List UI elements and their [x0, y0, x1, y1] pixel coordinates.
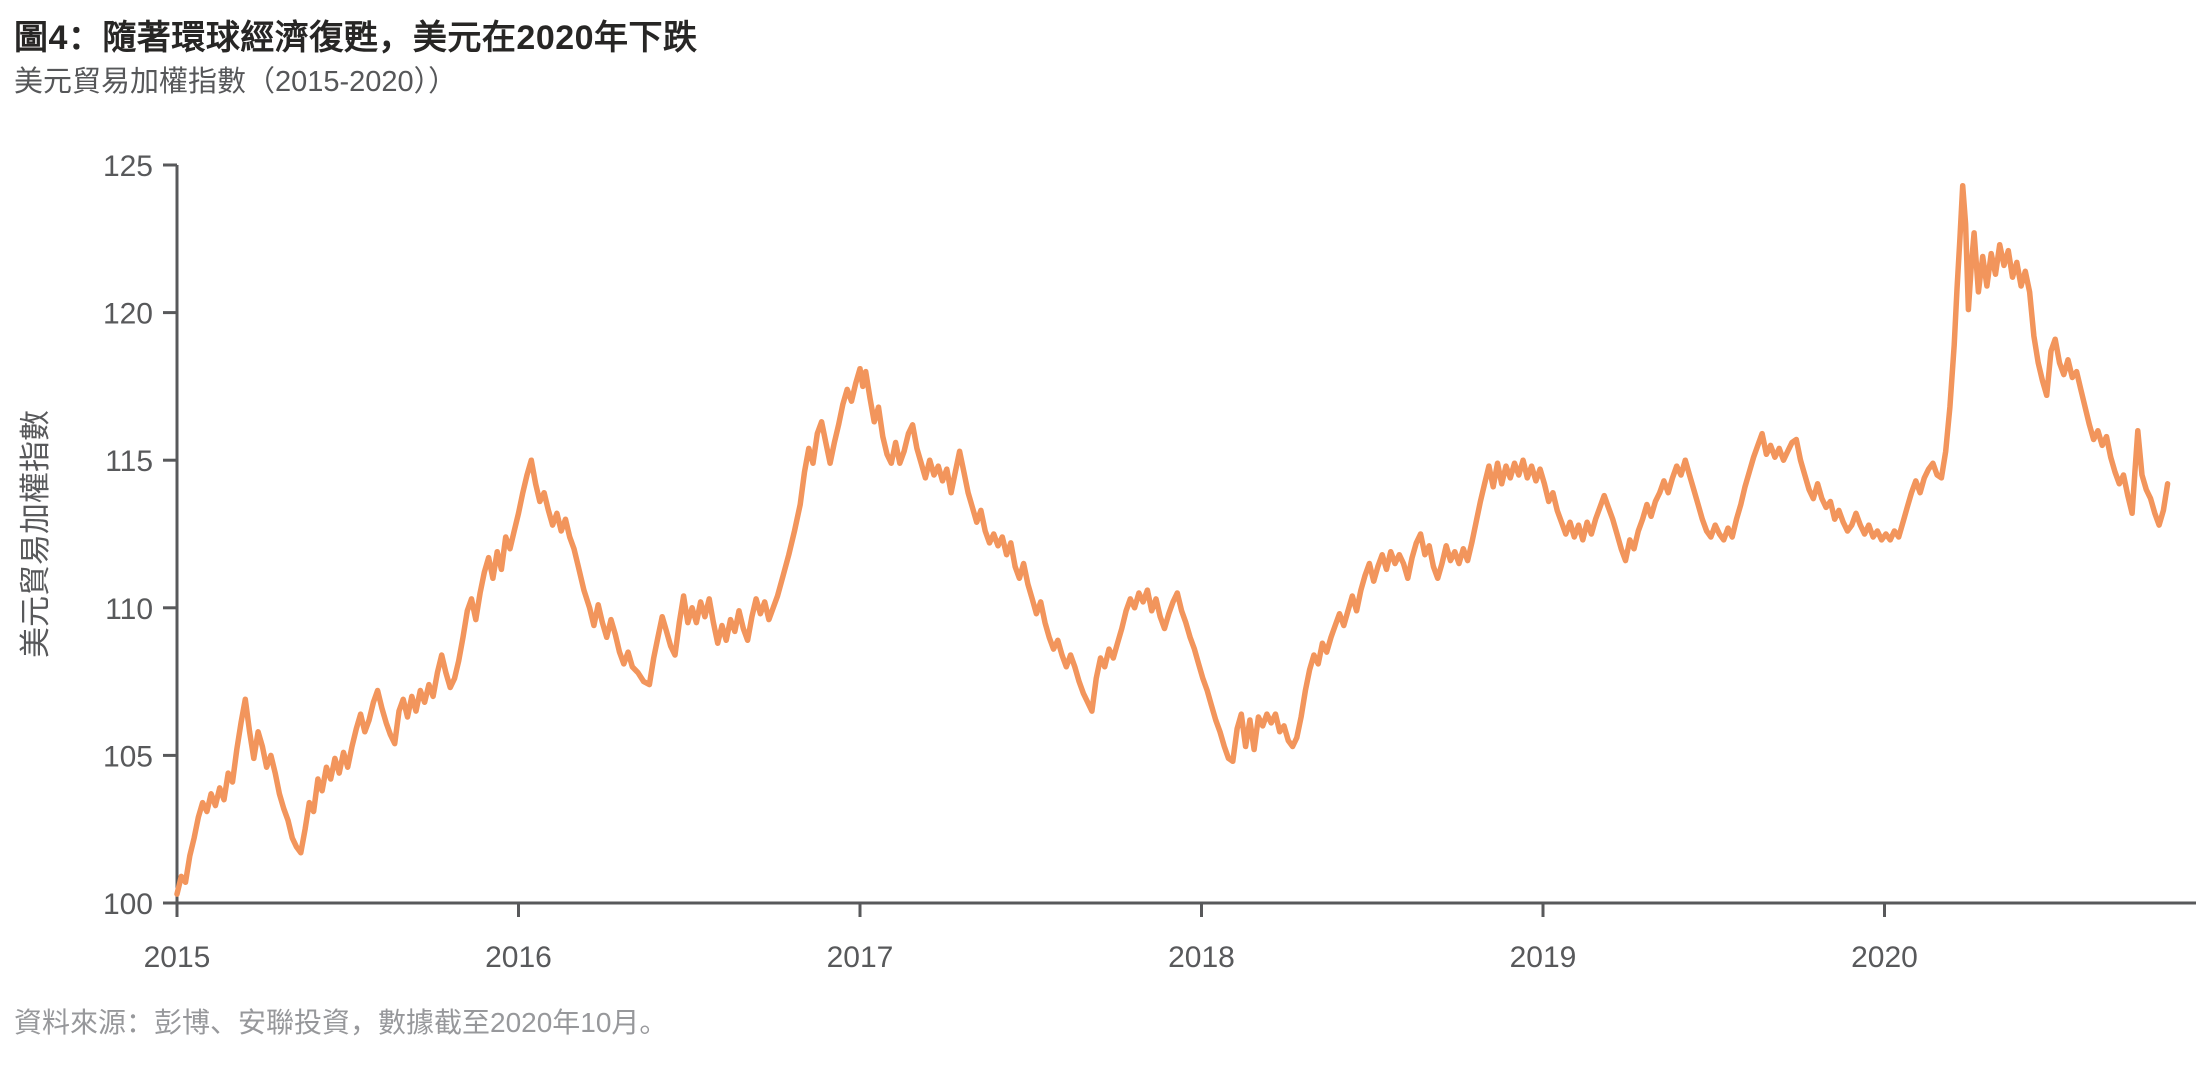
y-tick-label: 115 — [105, 445, 153, 478]
x-tick-label: 2020 — [1851, 941, 1918, 974]
plot-area — [174, 182, 2171, 897]
y-tick-label: 105 — [103, 740, 153, 773]
y-tick-label: 100 — [103, 888, 153, 921]
x-tick-label: 2015 — [144, 941, 211, 974]
y-tick-label: 110 — [105, 593, 153, 626]
x-tick-label: 2017 — [827, 941, 894, 974]
x-tick-label: 2018 — [1168, 941, 1235, 974]
y-axis-title: 美元貿易加權指數 — [18, 410, 53, 658]
index-line — [174, 182, 2171, 897]
x-tick-label: 2019 — [1510, 941, 1577, 974]
figure-subtitle: 美元貿易加權指數（2015-2020）） — [14, 66, 458, 98]
figure-title: 圖4：隨著環球經濟復甦，美元在2020年下跌 — [14, 19, 698, 57]
x-tick-label: 2016 — [485, 941, 552, 974]
y-tick-label: 120 — [103, 298, 153, 331]
x-axis: 2015 2016 2017 2018 2019 2020 — [144, 901, 2196, 974]
y-axis: 100 105 110 115 120 125 — [103, 150, 179, 921]
source-note: 資料來源：彭博、安聯投資，數據截至2020年10月。 — [14, 1007, 668, 1038]
y-tick-label: 125 — [103, 150, 153, 183]
